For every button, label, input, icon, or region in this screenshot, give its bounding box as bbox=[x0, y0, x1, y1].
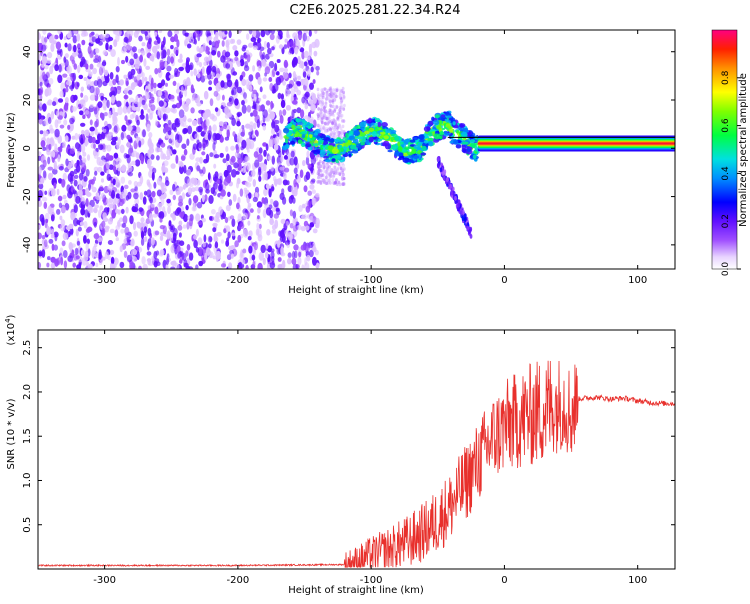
colorbar-tick-label: 0.4 bbox=[721, 166, 731, 181]
colorbar-tick-label: 0.6 bbox=[721, 118, 731, 133]
y-tick-label: -40 bbox=[22, 237, 33, 253]
snr-frame bbox=[37, 329, 676, 570]
colorbar-tick-label: 0.2 bbox=[721, 214, 731, 228]
x-tick-label: -100 bbox=[360, 275, 383, 286]
spectrogram-y-label: Frequency (Hz) bbox=[6, 112, 17, 188]
spectrogram-x-axis: -300 -200 -100 0 100 bbox=[93, 30, 647, 286]
x-tick-label: -300 bbox=[93, 575, 116, 586]
y-tick-label: 1.0 bbox=[22, 473, 33, 489]
colorbar-gradient bbox=[712, 30, 737, 269]
figure-title: C2E6.2025.281.22.34.R24 bbox=[289, 3, 460, 18]
x-tick-label: 0 bbox=[501, 575, 507, 586]
colorbar-tick-label: 0.8 bbox=[721, 70, 731, 85]
colorbar-ticks: 0.0 0.2 0.4 0.6 0.8 bbox=[721, 70, 741, 276]
x-tick-label: -200 bbox=[227, 575, 250, 586]
spectrogram-frame bbox=[37, 29, 676, 270]
snr-y-label: SNR (10 * v/v) bbox=[6, 398, 17, 469]
snr-multiplier-exp: 4 bbox=[4, 318, 12, 323]
y-tick-label: 40 bbox=[22, 45, 33, 58]
x-tick-label: 0 bbox=[501, 275, 507, 286]
x-tick-label: 100 bbox=[628, 575, 647, 586]
snr-x-label: Height of straight line (km) bbox=[288, 585, 424, 596]
snr-multiplier-base: (x10 bbox=[6, 323, 17, 346]
x-tick-label: -300 bbox=[93, 275, 116, 286]
snr-x-axis: -300 -200 -100 0 100 bbox=[93, 330, 647, 586]
snr-y-axis: 0.5 1.0 1.5 2.0 2.5 bbox=[22, 340, 675, 533]
colorbar-frame bbox=[711, 29, 738, 270]
y-tick-label: 0 bbox=[22, 145, 33, 151]
spectrogram-heatmap bbox=[38, 30, 675, 269]
colorbar-tick-label: 0.0 bbox=[721, 262, 731, 277]
y-tick-label: 20 bbox=[22, 94, 33, 107]
y-tick-label: 2.5 bbox=[22, 340, 33, 356]
snr-panel: -300 -200 -100 0 100 0.5 1.0 1.5 2.0 2.5 Height … bbox=[4, 314, 676, 596]
y-tick-label: -20 bbox=[22, 188, 33, 204]
x-tick-label: -100 bbox=[360, 575, 383, 586]
y-tick-label: 2.0 bbox=[22, 384, 33, 400]
snr-multiplier: (x104) bbox=[4, 314, 17, 345]
colorbar: 0.0 0.2 0.4 0.6 0.8 Normalized spectral ampl… bbox=[711, 29, 749, 276]
x-tick-label: -200 bbox=[227, 275, 250, 286]
spectrogram-x-label: Height of straight line (km) bbox=[288, 285, 424, 296]
snr-series-line bbox=[38, 360, 675, 568]
y-tick-label: 1.5 bbox=[22, 428, 33, 444]
x-tick-label: 100 bbox=[628, 275, 647, 286]
colorbar-label: Normalized spectral amplitude bbox=[738, 73, 749, 227]
svg-text:(x104): (x104) bbox=[4, 314, 17, 345]
y-tick-label: 0.5 bbox=[22, 517, 33, 533]
spectrogram-y-axis: -40 -20 0 20 40 bbox=[22, 45, 675, 253]
